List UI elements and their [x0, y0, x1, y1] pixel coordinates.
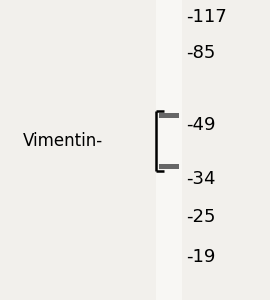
Text: -85: -85	[187, 44, 216, 62]
Bar	[156, 0, 183, 300]
Bar	[159, 164, 179, 169]
Text: Vimentin-: Vimentin-	[23, 132, 103, 150]
Bar	[159, 113, 179, 118]
Text: -19: -19	[187, 248, 216, 266]
Text: -25: -25	[187, 208, 216, 226]
Text: -117: -117	[187, 8, 227, 26]
Text: -49: -49	[187, 116, 216, 134]
Text: -34: -34	[187, 169, 216, 188]
